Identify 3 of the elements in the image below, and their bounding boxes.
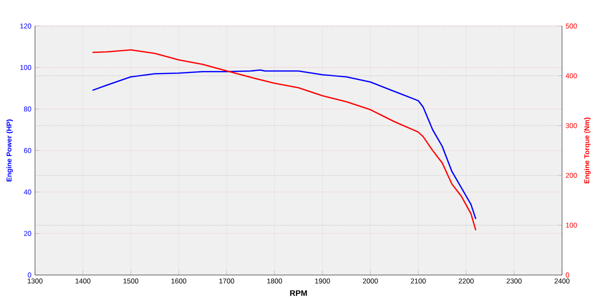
line-series [92,69,476,220]
line-series [92,49,476,231]
x-axis-title: RPM [290,290,307,296]
